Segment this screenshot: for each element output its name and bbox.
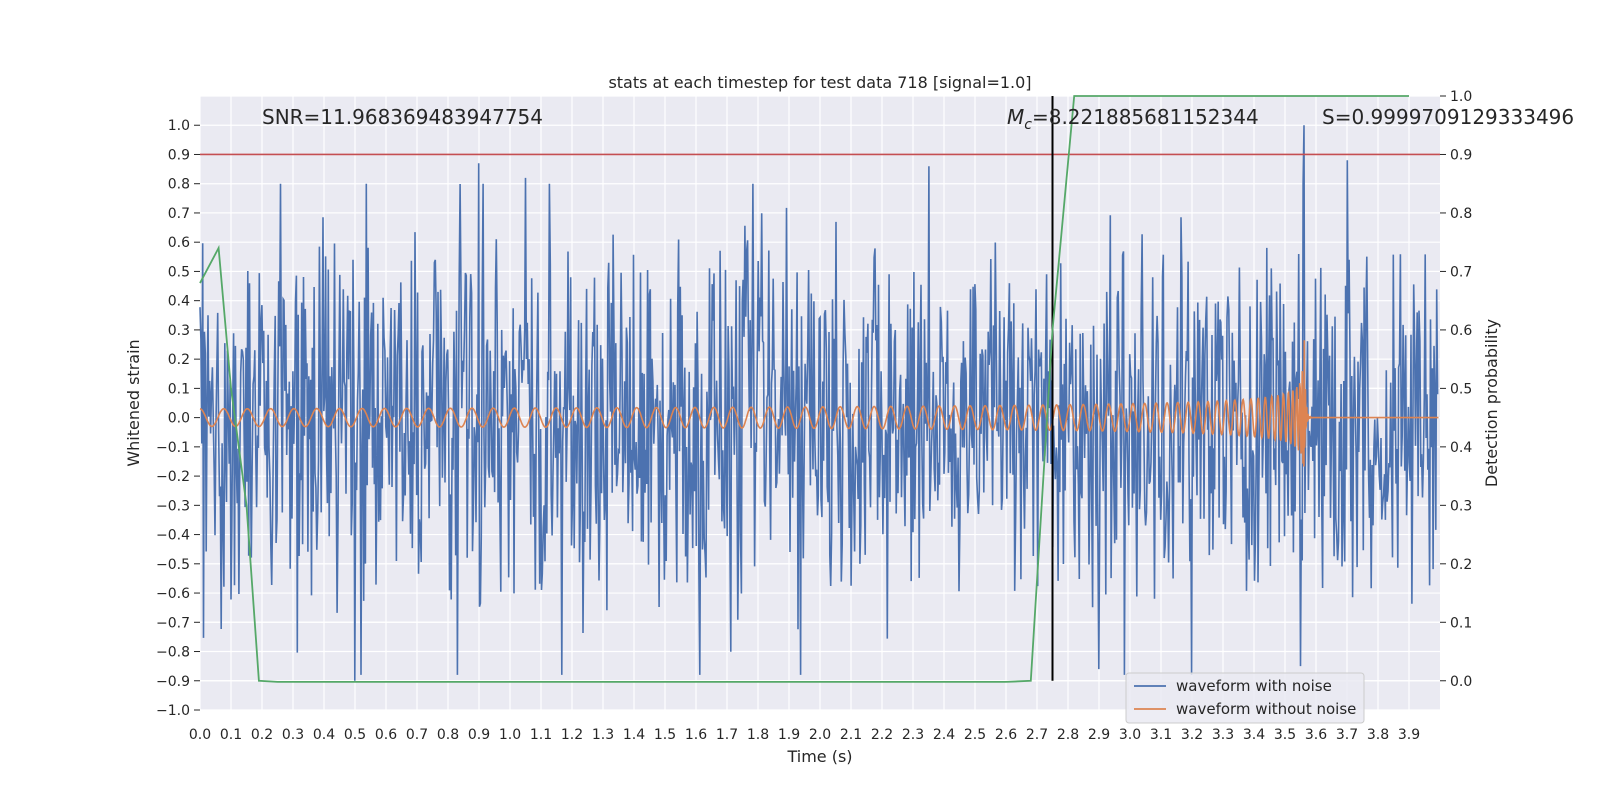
y2-tick-label: 0.1 bbox=[1450, 615, 1472, 631]
snr-annotation: SNR=11.968369483947754 bbox=[262, 105, 543, 129]
x-axis-label: Time (s) bbox=[786, 747, 852, 766]
y2-tick-label: 0.4 bbox=[1450, 440, 1472, 456]
series-detection-probability bbox=[199, 95, 1440, 683]
y-tick-label: 0.2 bbox=[168, 352, 190, 368]
mc-annotation: Mc=8.221885681152344 bbox=[1007, 105, 1259, 133]
y-tick-label: −0.6 bbox=[156, 586, 190, 602]
x-tick-label: 1.7 bbox=[716, 727, 738, 743]
x-tick-label: 3.4 bbox=[1243, 727, 1265, 743]
x-tick-label: 1.0 bbox=[499, 727, 521, 743]
y-tick-label: 0.0 bbox=[168, 411, 190, 427]
chirp-waveform-line bbox=[199, 340, 1439, 467]
x-tick-label: 2.9 bbox=[1088, 727, 1110, 743]
x-tick-label: 0.1 bbox=[220, 727, 242, 743]
mc-symbol: M bbox=[1007, 105, 1024, 129]
x-tick-label: 2.1 bbox=[840, 727, 862, 743]
x-tick-label: 2.8 bbox=[1057, 727, 1079, 743]
y2-tick-label: 0.0 bbox=[1450, 674, 1472, 690]
y-tick-label: −0.3 bbox=[156, 498, 190, 514]
series-waveform-without-noise bbox=[199, 340, 1439, 467]
x-tick-label: 1.2 bbox=[561, 727, 583, 743]
mc-subscript: c bbox=[1024, 117, 1032, 133]
x-tick-label: 2.0 bbox=[809, 727, 831, 743]
y-tick-label: −0.9 bbox=[156, 674, 190, 690]
series-waveform-with-noise bbox=[199, 125, 1439, 681]
y2-tick-label: 0.8 bbox=[1450, 206, 1472, 222]
y-tick-label: −0.2 bbox=[156, 469, 190, 485]
x-tick-label: 1.3 bbox=[592, 727, 614, 743]
x-tick-label: 3.0 bbox=[1119, 727, 1141, 743]
x-tick-label: 1.6 bbox=[685, 727, 707, 743]
tick-labels: 0.0 0.1 0.2 0.3 0.4 0.5 0.6 0.7 0.8 0.9 1.0 1.1 1.2 1… bbox=[156, 89, 1472, 743]
x-tick-label: 0.0 bbox=[189, 727, 211, 743]
legend-label-waveform-without-noise: waveform without noise bbox=[1176, 700, 1356, 718]
x-tick-label: 1.8 bbox=[747, 727, 769, 743]
y-tick-label: −0.8 bbox=[156, 645, 190, 661]
x-tick-label: 0.6 bbox=[375, 727, 397, 743]
x-tick-label: 2.4 bbox=[933, 727, 955, 743]
y2-tick-label: 0.9 bbox=[1450, 147, 1472, 163]
y-axis-label: Whitened strain bbox=[124, 339, 143, 466]
y-tick-label: 0.1 bbox=[168, 381, 190, 397]
mc-value: =8.221885681152344 bbox=[1032, 105, 1259, 129]
s-annotation: S=0.9999709129333496 bbox=[1322, 105, 1574, 129]
x-tick-label: 1.1 bbox=[530, 727, 552, 743]
legend: waveform with noise waveform without noi… bbox=[1125, 672, 1365, 724]
noise-waveform-line bbox=[199, 125, 1439, 681]
y2-tick-label: 0.6 bbox=[1450, 323, 1472, 339]
y-tick-label: 0.8 bbox=[168, 177, 190, 193]
x-tick-label: 3.3 bbox=[1212, 727, 1234, 743]
x-tick-label: 3.2 bbox=[1181, 727, 1203, 743]
y-tick-label: 0.4 bbox=[168, 294, 190, 310]
x-tick-label: 0.4 bbox=[313, 727, 335, 743]
x-tick-label: 0.2 bbox=[251, 727, 273, 743]
y2-tick-label: 0.5 bbox=[1450, 381, 1472, 397]
y2-tick-label: 0.7 bbox=[1450, 264, 1472, 280]
legend-label-waveform-with-noise: waveform with noise bbox=[1176, 677, 1332, 695]
y-tick-label: 0.9 bbox=[168, 147, 190, 163]
x-tick-label: 2.5 bbox=[964, 727, 986, 743]
x-tick-label: 0.7 bbox=[406, 727, 428, 743]
x-tick-label: 2.6 bbox=[995, 727, 1017, 743]
y-tick-label: 0.6 bbox=[168, 235, 190, 251]
y2-tick-label: 0.2 bbox=[1450, 557, 1472, 573]
y-tick-label: 0.7 bbox=[168, 206, 190, 222]
x-tick-label: 1.9 bbox=[778, 727, 800, 743]
y2-tick-label: 1.0 bbox=[1450, 89, 1472, 105]
x-tick-label: 3.7 bbox=[1336, 727, 1358, 743]
x-tick-label: 0.3 bbox=[282, 727, 304, 743]
y2-tick-label: 0.3 bbox=[1450, 498, 1472, 514]
chart-title: stats at each timestep for test data 718… bbox=[608, 73, 1031, 92]
y-tick-label: −0.4 bbox=[156, 528, 190, 544]
x-tick-label: 2.2 bbox=[871, 727, 893, 743]
y-tick-label: 0.5 bbox=[168, 264, 190, 280]
x-tick-label: 3.8 bbox=[1367, 727, 1389, 743]
x-tick-label: 0.8 bbox=[437, 727, 459, 743]
y-tick-label: 0.3 bbox=[168, 323, 190, 339]
x-tick-label: 0.9 bbox=[468, 727, 490, 743]
x-tick-label: 1.5 bbox=[654, 727, 676, 743]
x-tick-label: 3.9 bbox=[1398, 727, 1420, 743]
x-tick-label: 1.4 bbox=[623, 727, 645, 743]
x-tick-label: 3.5 bbox=[1274, 727, 1296, 743]
x-tick-label: 3.6 bbox=[1305, 727, 1327, 743]
y-tick-label: −0.1 bbox=[156, 440, 190, 456]
detection-probability-line bbox=[199, 95, 1409, 683]
y2-axis-label: Detection probability bbox=[1482, 319, 1501, 487]
x-tick-label: 2.3 bbox=[902, 727, 924, 743]
x-tick-label: 0.5 bbox=[344, 727, 366, 743]
y-tick-label: −0.5 bbox=[156, 557, 190, 573]
legend-box bbox=[1125, 672, 1365, 724]
y-tick-label: −1.0 bbox=[156, 703, 190, 719]
y-tick-label: 1.0 bbox=[168, 118, 190, 134]
x-tick-label: 2.7 bbox=[1026, 727, 1048, 743]
x-tick-label: 3.1 bbox=[1150, 727, 1172, 743]
y-tick-label: −0.7 bbox=[156, 615, 190, 631]
